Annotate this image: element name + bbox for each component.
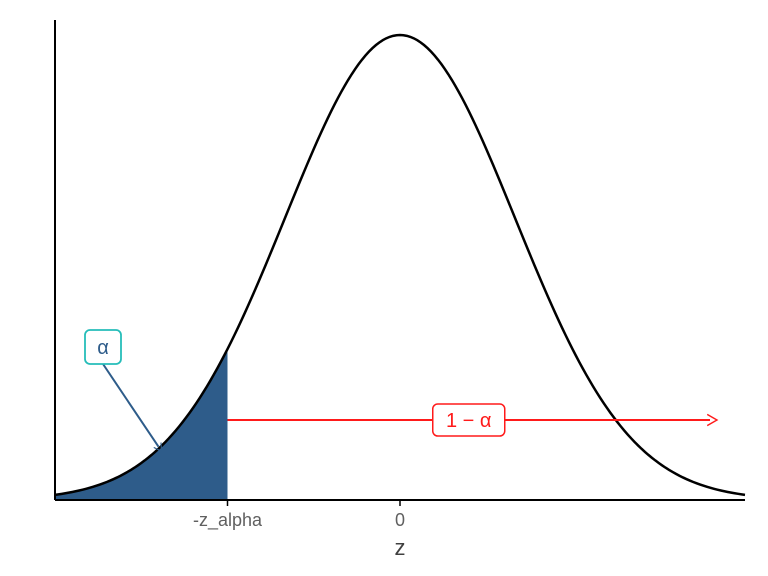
distribution-chart: -z_alpha 0 z 1 − α α [0,0,768,576]
x-axis-label: z [395,535,406,560]
x-tick-label: -z_alpha [193,510,263,531]
x-tick-label: 0 [395,510,405,530]
one-minus-alpha-label: 1 − α [446,410,491,432]
alpha-label: α [97,337,109,359]
chart-container: -z_alpha 0 z 1 − α α [0,0,768,576]
